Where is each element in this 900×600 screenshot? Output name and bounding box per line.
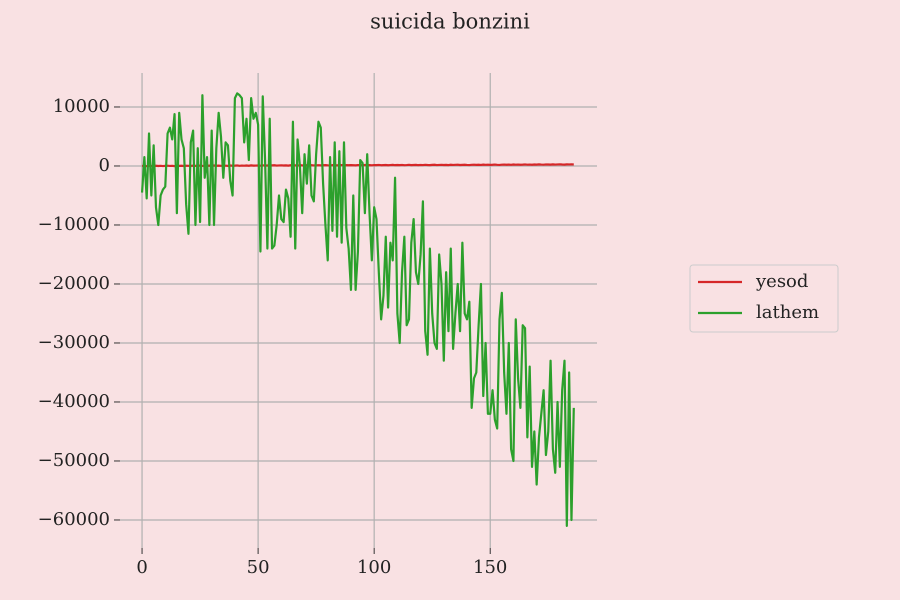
chart-title: suicida bonzini	[370, 10, 530, 34]
y-tick-label: −40000	[38, 391, 110, 412]
y-tick-label: 10000	[53, 96, 110, 117]
y-tick-label: −30000	[38, 332, 110, 353]
series-line	[141, 163, 574, 168]
legend-label: lathem	[756, 302, 819, 323]
x-tick-label: 50	[247, 557, 270, 578]
x-tick-label: 100	[357, 557, 391, 578]
x-tick-label: 150	[473, 557, 507, 578]
legend-label: yesod	[755, 271, 808, 292]
y-tick-label: −50000	[38, 450, 110, 471]
y-tick-label: −20000	[38, 273, 110, 294]
x-tick-label: 0	[136, 557, 147, 578]
y-tick-label: −60000	[38, 509, 110, 530]
y-tick-label: −10000	[38, 214, 110, 235]
y-tick-label: 0	[99, 155, 110, 176]
series-line	[140, 92, 575, 527]
